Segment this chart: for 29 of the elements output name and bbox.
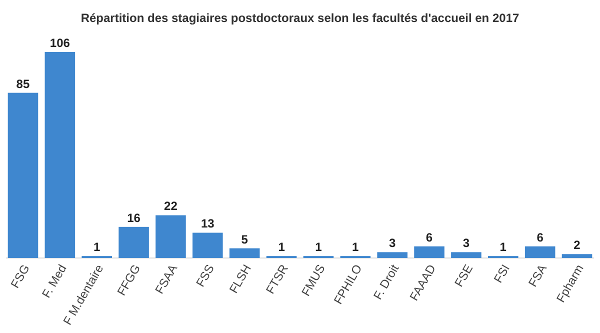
data-label: 2	[574, 238, 581, 252]
bar	[414, 246, 444, 258]
data-label: 16	[127, 210, 141, 225]
data-label: 22	[164, 199, 178, 214]
data-label: 106	[50, 36, 70, 50]
bar	[562, 254, 592, 258]
x-tick-label: FSI	[491, 262, 512, 286]
data-label: 1	[352, 240, 360, 254]
data-label: 1	[278, 240, 286, 254]
data-label: 1	[315, 240, 322, 254]
bar	[451, 252, 482, 258]
bar	[377, 252, 408, 258]
bar	[192, 232, 223, 258]
data-label: 6	[426, 230, 433, 244]
data-label: 13	[200, 216, 215, 231]
bar	[229, 248, 260, 258]
data-label: 3	[388, 236, 396, 250]
bar	[118, 226, 149, 258]
bar	[8, 92, 38, 258]
bar	[524, 246, 556, 258]
data-label: 1	[500, 240, 507, 254]
data-label: 6	[536, 230, 544, 244]
data-label: 85	[16, 76, 30, 91]
bar	[44, 52, 76, 258]
bar	[156, 215, 186, 258]
chart-title: Répartition des stagiaires postdoctoraux selon les facultés d'accueil en 2017	[80, 11, 520, 25]
data-label: 1	[94, 240, 101, 254]
data-label: 5	[241, 232, 248, 246]
data-label: 3	[462, 236, 470, 250]
